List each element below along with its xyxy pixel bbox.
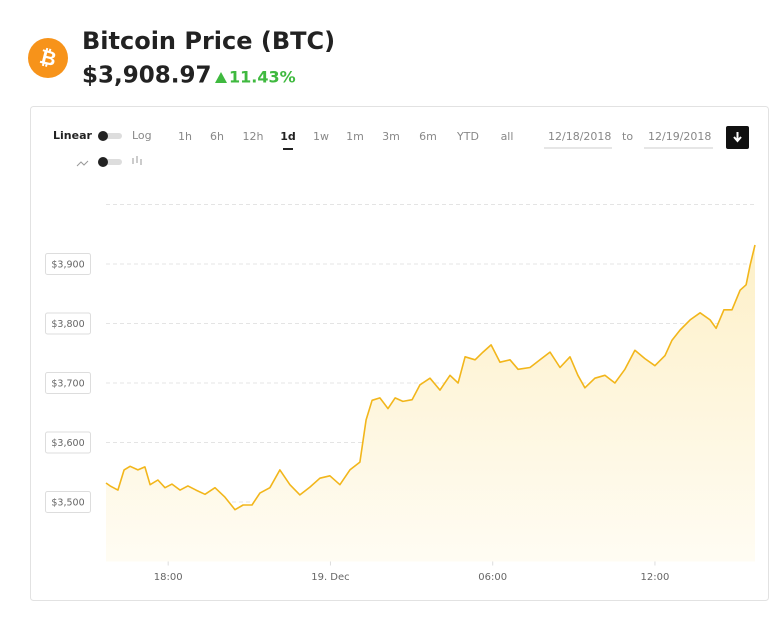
x-tick-label: 18:00 bbox=[154, 572, 183, 583]
y-tick-box bbox=[45, 312, 91, 335]
line-icon[interactable] bbox=[76, 160, 89, 167]
y-tick-label: $3,900 bbox=[51, 260, 84, 271]
area-fill bbox=[106, 245, 755, 562]
y-tick-label: $3,600 bbox=[51, 438, 84, 449]
range-option[interactable]: 6h bbox=[210, 130, 224, 143]
linear-label[interactable]: Linear bbox=[53, 129, 92, 142]
scale-toggle[interactable] bbox=[98, 131, 122, 141]
svg-text:₿: ₿ bbox=[37, 44, 59, 71]
x-tick-label: 12:00 bbox=[641, 572, 670, 583]
y-tick-box bbox=[45, 491, 91, 513]
candle-icon[interactable] bbox=[132, 156, 142, 165]
y-tick-box bbox=[45, 372, 91, 394]
change: 11.43% bbox=[229, 68, 296, 87]
up-arrow bbox=[215, 72, 227, 83]
range-option[interactable]: 6m bbox=[419, 130, 437, 143]
price: $3,908.97 bbox=[82, 63, 212, 89]
to-date[interactable]: 12/19/2018 bbox=[648, 130, 711, 143]
range-option[interactable]: 3m bbox=[382, 130, 400, 143]
from-date[interactable]: 12/18/2018 bbox=[548, 130, 611, 143]
title: Bitcoin Price (BTC) bbox=[82, 27, 335, 55]
x-tick-label: 19. Dec bbox=[311, 572, 349, 583]
log-label[interactable]: Log bbox=[132, 129, 152, 142]
y-tick-label: $3,500 bbox=[51, 498, 84, 509]
download-button[interactable] bbox=[726, 126, 749, 149]
range-option[interactable]: 1m bbox=[346, 130, 364, 143]
range-option[interactable]: 12h bbox=[243, 130, 264, 143]
y-tick-label: $3,700 bbox=[51, 379, 84, 390]
range-option[interactable]: 1h bbox=[178, 130, 192, 143]
price-line bbox=[105, 244, 756, 511]
plot: $3,500 $3,600 $3,700 $3,800 $3,900 18:00 19. D… bbox=[45, 204, 756, 583]
range-option[interactable]: all bbox=[501, 130, 514, 143]
range-option[interactable]: YTD bbox=[456, 130, 479, 143]
type-toggle[interactable] bbox=[98, 157, 122, 167]
range-option[interactable]: 1d bbox=[280, 130, 296, 143]
x-tick-label: 06:00 bbox=[478, 572, 507, 583]
to-label: to bbox=[622, 130, 633, 143]
y-tick-box bbox=[45, 431, 91, 454]
y-tick-box bbox=[45, 253, 91, 275]
logo: ₿ bbox=[28, 38, 68, 78]
range-option[interactable]: 1w bbox=[313, 130, 329, 143]
y-tick-label: $3,800 bbox=[51, 319, 84, 330]
